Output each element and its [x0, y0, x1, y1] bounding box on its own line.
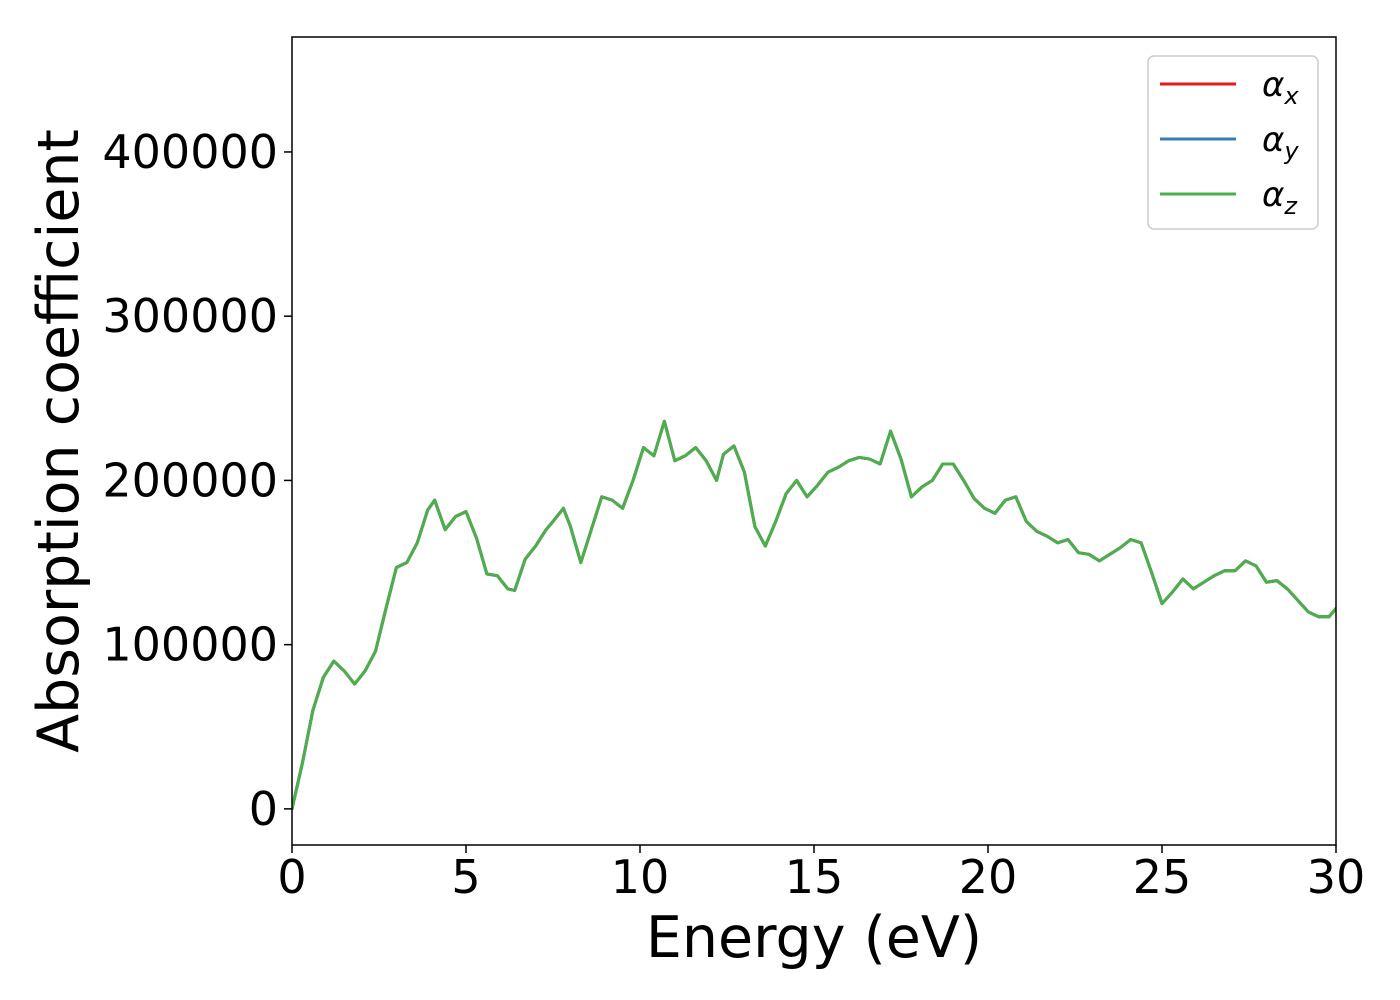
y-axis-label: Absorption coefficient — [26, 129, 92, 753]
y-tick-label: 100000 — [102, 618, 278, 672]
legend-label-base: α — [1262, 175, 1284, 215]
y-tick-label: 0 — [249, 782, 278, 836]
series-layer — [292, 419, 1336, 811]
legend-label-base: α — [1262, 65, 1284, 105]
x-axis-label: Energy (eV) — [646, 905, 982, 971]
x-tick-label: 20 — [959, 850, 1018, 904]
series-line-z — [292, 419, 1336, 811]
y-tick-label: 400000 — [102, 125, 278, 179]
legend-label-y: αy — [1262, 120, 1299, 165]
y-tick-label: 200000 — [102, 453, 278, 507]
legend-label-sub: x — [1283, 82, 1299, 110]
y-axis: 0 100000 200000 300000 400000 — [102, 125, 292, 836]
x-tick-label: 25 — [1133, 850, 1192, 904]
legend-box — [1147, 55, 1319, 230]
x-axis: 0 5 10 15 20 25 30 — [277, 845, 1365, 904]
series-line-y — [292, 419, 1336, 811]
legend-label-sub: y — [1283, 137, 1299, 165]
x-tick-label: 10 — [611, 850, 670, 904]
x-tick-label: 15 — [785, 850, 844, 904]
x-tick-label: 5 — [451, 850, 480, 904]
legend-label-sub: z — [1283, 192, 1298, 220]
series-line-x — [292, 419, 1336, 811]
y-tick-label: 300000 — [102, 289, 278, 343]
legend-label-base: α — [1262, 120, 1284, 160]
x-tick-label: 30 — [1307, 850, 1366, 904]
x-tick-label: 0 — [277, 850, 306, 904]
legend-label-x: αx — [1262, 65, 1299, 110]
legend-label-z: αz — [1262, 175, 1298, 220]
